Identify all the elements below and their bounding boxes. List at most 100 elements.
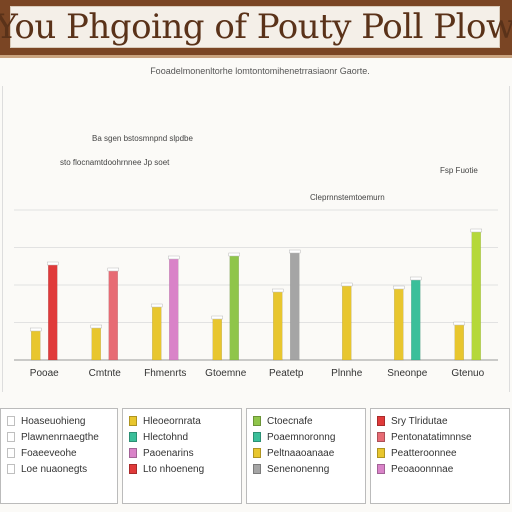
bar-cap: [228, 252, 240, 257]
bar: [454, 323, 464, 361]
legend-item: Plawnenrnaegthe: [7, 429, 111, 445]
legend-label: Hleoeornrata: [143, 415, 201, 427]
legend-label: Pentonatatimnnse: [391, 431, 472, 443]
legend-swatch: [7, 432, 15, 442]
bar-cap: [90, 324, 102, 329]
legend-swatch: [7, 448, 15, 458]
legend-box-2: Hleoeornrata Hlectohnd Paoenarins Lto nh…: [122, 408, 242, 504]
legend-item: Poaemnoronng: [253, 429, 359, 445]
bar-cap: [470, 228, 482, 233]
legend-item: Paoenarins: [129, 445, 235, 461]
legend-item: Hleoeornrata: [129, 413, 235, 429]
bar: [48, 263, 58, 361]
bar-cap: [211, 315, 223, 320]
legend-swatch: [129, 448, 137, 458]
legend-label: Foaeeveohe: [21, 447, 77, 459]
legend-item: Hoaseuohieng: [7, 413, 111, 429]
legend-box-1: Hoaseuohieng Plawnenrnaegthe Foaeeveohe …: [0, 408, 118, 504]
bar: [91, 326, 101, 361]
legend-area: Hoaseuohieng Plawnenrnaegthe Foaeeveohe …: [0, 400, 512, 512]
x-tick-label: Peatetp: [269, 368, 304, 379]
legend-swatch: [377, 448, 385, 458]
legend-item: Pentonatatimnnse: [377, 429, 503, 445]
legend-label: Plawnenrnaegthe: [21, 431, 99, 443]
bar-cap: [107, 267, 119, 272]
bar: [471, 230, 481, 361]
legend-item: Lto nhoeneng: [129, 461, 235, 477]
legend-swatch: [7, 464, 15, 474]
x-tick-label: Gtoemne: [205, 368, 247, 379]
legend-item: Sry Tlridutae: [377, 413, 503, 429]
legend-item: Peatteroonnee: [377, 445, 503, 461]
bar: [31, 329, 41, 361]
bar: [342, 284, 352, 361]
legend-label: Ctoecnafe: [267, 415, 313, 427]
legend-box-4: Sry Tlridutae Pentonatatimnnse Peatteroo…: [370, 408, 510, 504]
annotation-d: Cleprnnstemtoemurn: [310, 193, 385, 202]
bar: [152, 305, 162, 361]
legend-swatch: [129, 464, 137, 474]
bar-cap: [151, 303, 163, 308]
legend-swatch: [129, 416, 137, 426]
title-panel: You Phgoing of Pouty Poll Plow: [0, 6, 512, 48]
bar-cap: [272, 288, 284, 293]
bar: [411, 278, 421, 361]
bar-chart: Pooae Cmtnte Fhmenrts Gtoemne Peatetp Plnnhe S…: [14, 209, 498, 379]
legend-swatch: [253, 416, 261, 426]
legend-swatch: [253, 448, 261, 458]
bar-cap: [168, 255, 180, 260]
bar-cap: [289, 249, 301, 254]
legend-item: Foaeeveohe: [7, 445, 111, 461]
bar: [290, 251, 300, 361]
bar: [212, 317, 222, 361]
bar: [273, 290, 283, 361]
annotation-c: Fsp Fuotie: [440, 166, 478, 175]
legend-item: Hlectohnd: [129, 429, 235, 445]
x-tick-label: Plnnhe: [331, 368, 363, 379]
chart-frame: [2, 86, 510, 392]
legend-label: Loe nuaonegts: [21, 463, 88, 475]
legend-swatch: [377, 416, 385, 426]
legend-label: Senenonenng: [267, 463, 330, 475]
legend-swatch: [129, 432, 137, 442]
legend-label: Sry Tlridutae: [391, 415, 448, 427]
legend-label: Paoenarins: [143, 447, 194, 459]
x-tick-label: Cmtnte: [89, 368, 122, 379]
header-bar: You Phgoing of Pouty Poll Plow: [0, 0, 512, 58]
bar-cap: [410, 276, 422, 281]
legend-swatch: [253, 464, 261, 474]
x-tick-label: Sneonpe: [387, 368, 427, 379]
legend-swatch: [7, 416, 15, 426]
legend-box-3: Ctoecnafe Poaemnoronng Peltnaaoanaae Sen…: [246, 408, 366, 504]
bar: [229, 254, 239, 361]
chart-subtitle: Fooadelmonenltorhe lomtontomihenetrrasia…: [150, 66, 370, 76]
chart-title: You Phgoing of Pouty Poll Plow: [0, 7, 512, 47]
legend-item: Senenonenng: [253, 461, 359, 477]
bar-cap: [393, 285, 405, 290]
bar: [394, 287, 404, 361]
legend-label: Peatteroonnee: [391, 447, 457, 459]
legend-label: Peoaoonnnae: [391, 463, 454, 475]
legend-label: Peltnaaoanaae: [267, 447, 335, 459]
legend-label: Lto nhoeneng: [143, 463, 205, 475]
legend-label: Poaemnoronng: [267, 431, 336, 443]
legend-item: Loe nuaonegts: [7, 461, 111, 477]
legend-label: Hlectohnd: [143, 431, 189, 443]
x-tick-label: Gtenuo: [451, 368, 484, 379]
bar-cap: [341, 282, 353, 287]
legend-item: Peoaoonnnae: [377, 461, 503, 477]
legend-swatch: [253, 432, 261, 442]
bar-cap: [453, 321, 465, 326]
bar: [108, 269, 118, 361]
x-tick-label: Pooae: [30, 368, 59, 379]
bar: [169, 257, 179, 361]
legend-item: Ctoecnafe: [253, 413, 359, 429]
annotation-b: sto flocnamtdoohrnnee Jp soet: [60, 158, 170, 167]
bar-cap: [47, 261, 59, 266]
legend-item: Peltnaaoanaae: [253, 445, 359, 461]
legend-swatch: [377, 432, 385, 442]
bar-cap: [30, 327, 42, 332]
legend-swatch: [377, 464, 385, 474]
legend-label: Hoaseuohieng: [21, 415, 86, 427]
annotation-a: Ba sgen bstosmnpnd slpdbe: [92, 134, 193, 143]
